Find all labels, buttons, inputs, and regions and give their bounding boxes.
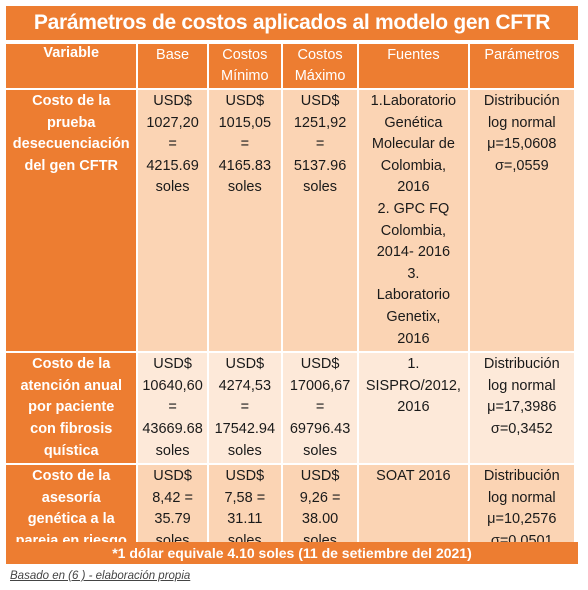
table-row: Costo de la prueba desecuenciación del g…	[6, 90, 574, 352]
cost-parameters-table: Variable Base Costos Mínimo Costos Máxim…	[4, 42, 576, 555]
source-caption: Basado en (6 ) - elaboración propia	[10, 570, 191, 582]
cell-min: USD$ 1015,05 = 4165.83 soles	[208, 90, 281, 352]
table-row: Costo de la asesoría genética a la parej…	[6, 465, 574, 554]
header-params: Parámetros	[469, 44, 574, 88]
cell-sources: 1.Laboratorio Genética Molecular de Colo…	[359, 90, 468, 352]
cell-base: USD$ 1027,20 = 4215.69 soles	[138, 90, 207, 352]
cell-base: USD$ 8,42 = 35.79 soles	[138, 465, 207, 554]
cell-max: USD$ 9,26 = 38.00 soles	[282, 465, 358, 554]
header-row: Variable Base Costos Mínimo Costos Máxim…	[6, 44, 574, 88]
cell-max: USD$ 1251,92 = 5137.96 soles	[282, 90, 358, 352]
cell-base: USD$ 10640,60 = 43669.68 soles	[138, 353, 207, 464]
cell-sources: SOAT 2016	[359, 465, 468, 554]
header-sources: Fuentes	[359, 44, 468, 88]
header-base: Base	[138, 44, 207, 88]
row-variable: Costo de la asesoría genética a la parej…	[6, 465, 137, 554]
row-variable: Costo de la prueba desecuenciación del g…	[6, 90, 137, 352]
cell-sources: 1. SISPRO/2012, 2016	[359, 353, 468, 464]
cell-params: Distribución log normal μ=10,2576 σ=0,05…	[469, 465, 574, 554]
cost-parameters-table-figure: Parámetros de costos aplicados al modelo…	[6, 6, 578, 564]
header-max: Costos Máximo	[282, 44, 358, 88]
table-row: Costo de la atención anual por paciente …	[6, 353, 574, 464]
cell-params: Distribución log normal μ=15,0608 σ=,055…	[469, 90, 574, 352]
table-title: Parámetros de costos aplicados al modelo…	[6, 6, 578, 40]
cell-min: USD$ 7,58 = 31.11 soles	[208, 465, 281, 554]
cell-max: USD$ 17006,67 = 69796.43 soles	[282, 353, 358, 464]
header-min: Costos Mínimo	[208, 44, 281, 88]
cell-min: USD$ 4274,53 = 17542.94 soles	[208, 353, 281, 464]
header-variable: Variable	[6, 44, 137, 88]
cell-params: Distribución log normal μ=17,3986 σ=0,34…	[469, 353, 574, 464]
row-variable: Costo de la atención anual por paciente …	[6, 353, 137, 464]
exchange-rate-footnote: *1 dólar equivale 4.10 soles (11 de seti…	[6, 542, 578, 564]
